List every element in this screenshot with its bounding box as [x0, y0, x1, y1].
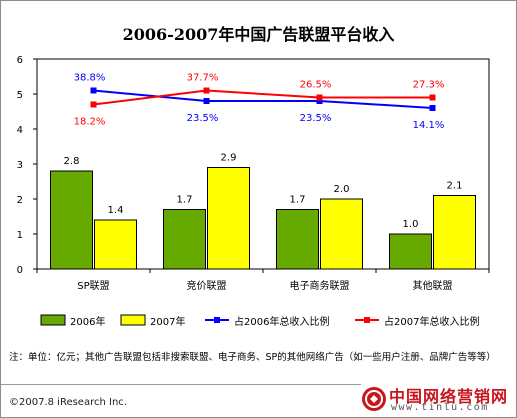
legend-label: 占2007年总收入比例	[384, 315, 479, 328]
bar-2007	[320, 198, 363, 270]
y-tick-label: 2	[17, 195, 23, 206]
series-point	[90, 101, 97, 108]
y-tick-label: 5	[17, 90, 23, 101]
legend-label: 占2006年总收入比例	[234, 315, 329, 328]
bar-value-label: 2.0	[334, 184, 350, 195]
y-tick-label: 6	[17, 55, 23, 66]
logo-mark-icon	[362, 387, 386, 411]
series-point	[429, 105, 436, 111]
bar-2007	[207, 167, 250, 270]
x-category-label: 竞价联盟	[187, 279, 227, 292]
series-point-label: 23.5%	[300, 113, 332, 124]
y-tick-label: 3	[17, 160, 23, 171]
bar-2006	[50, 170, 93, 270]
series-point	[90, 87, 97, 94]
series-point	[316, 94, 323, 101]
series-point-label: 27.3%	[413, 80, 445, 91]
x-category-label: SP联盟	[77, 280, 109, 292]
y-tick-label: 0	[17, 265, 23, 276]
bar-2006	[163, 209, 206, 270]
copyright-text: ©2007.8 iResearch Inc.	[9, 397, 127, 408]
series-point-label: 23.5%	[187, 113, 219, 124]
chart-plot: 0 1 2 3 4 5 6 2.8 1.7 1.7 1.0 1.4 2.9 2.0 2.1 SP联盟 竞价联盟 电…	[17, 55, 490, 328]
series-point-label: 14.1%	[413, 120, 445, 131]
y-tick-label: 4	[17, 125, 23, 136]
series-point	[316, 98, 323, 104]
series-point	[203, 98, 210, 104]
legend-swatch	[40, 314, 66, 326]
series-point-label: 37.7%	[187, 73, 219, 84]
legend-swatch	[120, 314, 146, 326]
legend-label: 2007年	[150, 315, 185, 328]
bar-value-label: 2.8	[64, 156, 80, 167]
bar-value-label: 1.7	[177, 195, 193, 206]
bar-value-label: 1.4	[108, 205, 124, 216]
series-point-label: 18.2%	[74, 117, 106, 128]
legend-marker	[364, 317, 370, 323]
series-point-label: 26.5%	[300, 80, 332, 91]
logo-text: 中国网络营销网	[389, 387, 509, 406]
x-category-label: 其他联盟	[413, 279, 453, 292]
logo-url: www.tinlu.com	[391, 402, 489, 413]
bar-2006	[389, 233, 432, 270]
bar-value-label: 1.7	[290, 195, 306, 206]
x-category-label: 电子商务联盟	[290, 279, 350, 292]
site-logo: 中国网络营销网 www.tinlu.com	[361, 383, 511, 415]
series-line-2007	[93, 89, 433, 106]
y-tick-label: 1	[17, 230, 23, 241]
series-point-label: 38.8%	[74, 73, 106, 84]
bar-2007	[433, 195, 476, 270]
series-point	[429, 94, 436, 101]
bar-value-label: 2.9	[221, 153, 237, 164]
series-point	[203, 87, 210, 94]
series-line-2006	[93, 89, 433, 109]
footnote: 注：单位：亿元；其他广告联盟包括非搜索联盟、电子商务、SP的其他网络广告（如一些…	[9, 352, 496, 363]
bar-2006	[276, 209, 319, 270]
footer-divider	[1, 384, 361, 385]
legend-marker	[214, 317, 220, 323]
bar-value-label: 1.0	[403, 219, 419, 230]
bar-value-label: 2.1	[447, 181, 463, 192]
legend-label: 2006年	[70, 315, 105, 328]
bar-2007	[94, 219, 137, 270]
chart-title: 2006-2007年中国广告联盟平台收入	[122, 25, 395, 44]
